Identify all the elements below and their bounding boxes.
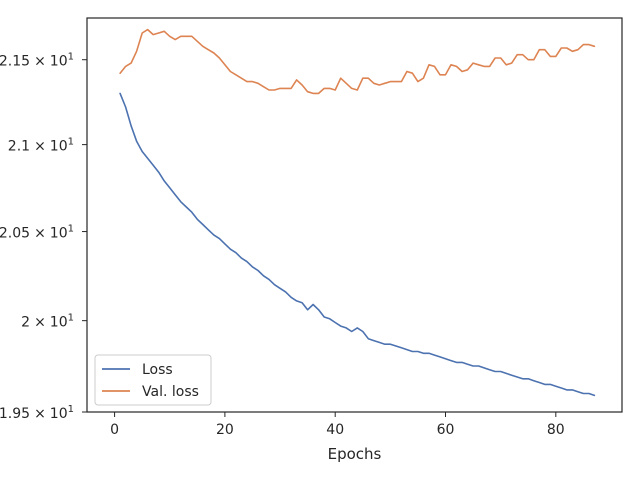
y-tick-base: 10: [50, 406, 68, 422]
y-tick-exponent: 1: [68, 137, 74, 148]
axes-frame: [86, 17, 623, 413]
x-tick-label: 80: [547, 422, 565, 438]
plot-area: [86, 17, 623, 413]
x-tick-label: 0: [110, 422, 119, 438]
y-tick-mantissa: 2.1: [8, 139, 30, 155]
legend-box: [94, 354, 212, 406]
x-axis-title: Epochs: [328, 445, 382, 463]
y-tick-label: 1.95 × 101: [0, 404, 74, 422]
x-axis-ticks: 0 20 40 60 80: [110, 412, 565, 438]
legend: Loss Val. loss: [94, 354, 212, 406]
y-tick-mantissa: 2.05: [0, 226, 30, 242]
series-line-loss: [119, 92, 596, 397]
series-layer: [119, 28, 596, 397]
y-tick-times: ×: [34, 406, 46, 422]
y-tick-times: ×: [34, 226, 46, 242]
y-tick-exponent: 1: [68, 404, 74, 415]
x-tick-label: 40: [326, 422, 344, 438]
x-tick-label: 60: [437, 422, 455, 438]
y-tick-base: 10: [50, 139, 68, 155]
y-tick-exponent: 1: [68, 224, 74, 235]
y-tick-base: 10: [50, 226, 68, 242]
y-tick-times: ×: [34, 139, 46, 155]
y-tick-exponent: 1: [68, 52, 74, 63]
y-tick-label: 2.1 × 101: [8, 137, 74, 155]
y-tick-base: 10: [50, 54, 68, 70]
y-tick-base: 10: [50, 315, 68, 331]
legend-label: Val. loss: [142, 384, 199, 400]
y-tick-times: ×: [34, 54, 46, 70]
y-tick-mantissa: 2.15: [0, 54, 30, 70]
y-tick-mantissa: 2: [21, 315, 30, 331]
y-tick-mantissa: 1.95: [0, 406, 30, 422]
legend-label: Loss: [142, 362, 173, 378]
y-tick-label: 2.05 × 101: [0, 224, 74, 242]
y-tick-label: 2.15 × 101: [0, 52, 74, 70]
y-tick-times: ×: [34, 315, 46, 331]
y-tick-exponent: 1: [68, 313, 74, 324]
series-line-val-loss: [119, 28, 596, 95]
x-tick-label: 20: [216, 422, 234, 438]
y-tick-label: 2 × 101: [21, 313, 74, 331]
